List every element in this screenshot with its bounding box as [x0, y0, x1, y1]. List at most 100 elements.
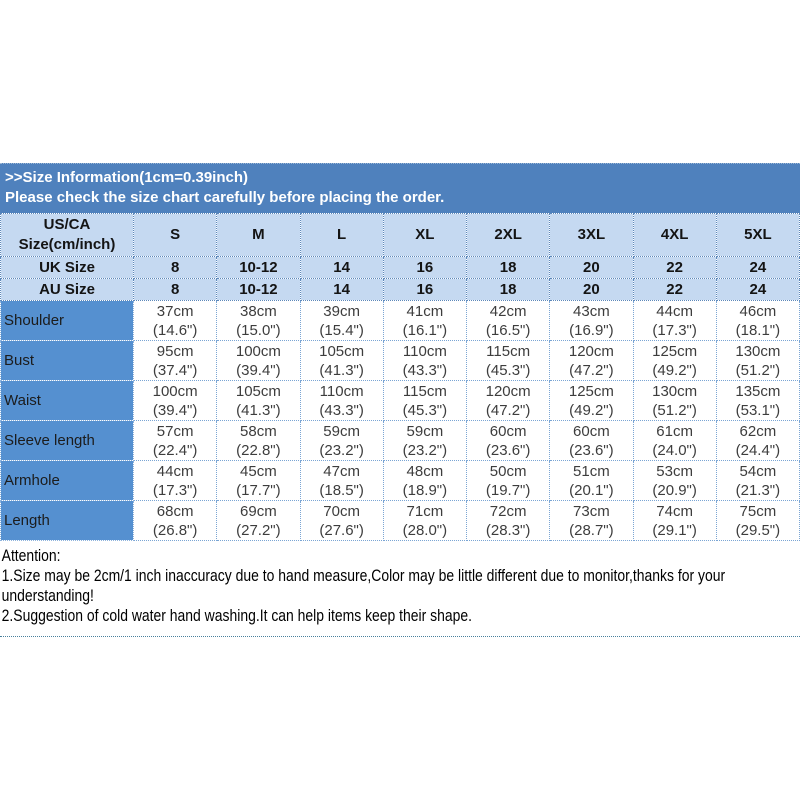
measurement-cell: 38cm (15.0") [216, 300, 301, 341]
measurement-cell: 39cm (15.4") [299, 300, 384, 341]
measurement-inch: (47.2") [485, 401, 531, 419]
region-row-label: UK Size [0, 256, 134, 279]
measurement-cell: 130cm (51.2") [632, 380, 717, 421]
measurement-inch: (37.4") [152, 361, 198, 379]
measurement-inch: (18.1") [735, 321, 781, 339]
measurement-label: Shoulder [0, 300, 134, 341]
top-whitespace [0, 0, 800, 163]
measurement-inch: (27.2") [236, 521, 281, 539]
measurement-inch: (23.6") [569, 441, 614, 459]
size-col-header: S [132, 213, 218, 257]
measurement-inch: (18.9") [402, 481, 448, 499]
measurement-cm: 130cm [735, 342, 781, 360]
measurement-cm: 75cm [739, 502, 777, 520]
measurement-cell: 61cm (24.0") [632, 420, 717, 461]
size-col-header: 5XL [715, 213, 800, 257]
region-size-cell: 16 [382, 256, 468, 279]
measurement-cm: 105cm [319, 342, 365, 360]
measurement-cell: 71cm (28.0") [382, 500, 468, 541]
measurement-cell: 130cm (51.2") [715, 340, 800, 381]
measurement-label: Armhole [0, 460, 134, 501]
measurement-cm: 70cm [323, 502, 360, 520]
measurement-cell: 48cm (18.9") [382, 460, 468, 501]
measurement-cell: 75cm (29.5") [715, 500, 800, 541]
measurement-cm: 100cm [152, 382, 198, 400]
measurement-cm: 72cm [489, 502, 527, 520]
measurement-cell: 41cm (16.1") [382, 300, 468, 341]
measurement-cell: 43cm (16.9") [549, 300, 634, 341]
measurement-inch: (16.5") [485, 321, 531, 339]
region-size-cell: 22 [632, 256, 717, 279]
measurement-cell: 68cm (26.8") [132, 500, 218, 541]
measurement-inch: (28.7") [569, 521, 614, 539]
region-size-cell: 10-12 [216, 256, 301, 279]
measurement-cm: 44cm [656, 302, 693, 320]
measurement-cm: 71cm [406, 502, 444, 520]
measurement-inch: (22.8") [236, 441, 281, 459]
measurement-cell: 120cm (47.2") [465, 380, 551, 421]
measurement-inch: (23.2") [402, 441, 448, 459]
measurement-cm: 44cm [156, 462, 194, 480]
measurement-inch: (20.1") [569, 481, 614, 499]
region-size-cell: 18 [465, 256, 551, 279]
measurement-cell: 100cm (39.4") [132, 380, 218, 421]
measurement-inch: (17.3") [652, 321, 697, 339]
measurement-inch: (39.4") [236, 361, 281, 379]
size-table: US/CA Size(cm/inch) S M L XL 2XL 3XL 4XL 5XL UK Si… [0, 213, 800, 541]
measurement-inch: (41.3") [319, 361, 364, 379]
measurement-cm: 68cm [156, 502, 194, 520]
measurement-cm: 110cm [402, 342, 447, 360]
size-header-row: US/CA Size(cm/inch) S M L XL 2XL 3XL 4XL 5XL [0, 213, 800, 257]
measurement-cell: 125cm (49.2") [549, 380, 634, 421]
measurement-inch: (43.3") [402, 361, 448, 379]
measurement-cell: 53cm (20.9") [632, 460, 717, 501]
header-subtitle: Please check the size chart carefully be… [5, 189, 445, 206]
region-size-cell: 8 [132, 278, 218, 301]
measurement-cm: 37cm [156, 302, 194, 320]
attention-block: Attention: 1.Size may be 2cm/1 inch inacc… [0, 546, 800, 626]
measurement-inch: (24.0") [652, 441, 697, 459]
measurement-inch: (21.3") [735, 481, 781, 499]
measurement-cell: 73cm (28.7") [549, 500, 634, 541]
measurement-cell: 59cm (23.2") [382, 420, 468, 461]
measurement-cell: 100cm (39.4") [216, 340, 301, 381]
corner-label-line2: Size(cm/inch) [18, 236, 116, 253]
measurement-cell: 44cm (17.3") [632, 300, 717, 341]
measurement-cm: 41cm [406, 302, 444, 320]
measurement-inch: (16.9") [569, 321, 614, 339]
measurement-cell: 125cm (49.2") [632, 340, 717, 381]
measurement-inch: (27.6") [319, 521, 364, 539]
measurement-inch: (45.3") [485, 361, 531, 379]
measurement-cm: 115cm [402, 382, 447, 400]
measurement-inch: (17.7") [236, 481, 281, 499]
measurement-cell: 57cm (22.4") [132, 420, 218, 461]
measurement-cm: 105cm [235, 382, 281, 400]
region-size-cell: 10-12 [216, 278, 301, 301]
measurement-cell: 110cm (43.3") [299, 380, 384, 421]
measurement-cm: 54cm [739, 462, 777, 480]
measurement-cm: 48cm [406, 462, 444, 480]
region-size-cell: 16 [382, 278, 468, 301]
measurement-cell: 115cm (45.3") [465, 340, 551, 381]
measurement-cm: 39cm [323, 302, 360, 320]
size-col-header: L [299, 213, 384, 257]
measurement-cell: 95cm (37.4") [132, 340, 218, 381]
region-size-cell: 24 [715, 256, 800, 279]
measurement-cm: 46cm [739, 302, 777, 320]
header-title: >>Size Information(1cm=0.39inch) [5, 169, 248, 186]
measurement-cm: 53cm [656, 462, 693, 480]
measurement-inch: (39.4") [152, 401, 198, 419]
measurement-cell: 105cm (41.3") [216, 380, 301, 421]
measurement-inch: (26.8") [152, 521, 198, 539]
measurement-cell: 44cm (17.3") [132, 460, 218, 501]
measurement-inch: (23.6") [485, 441, 531, 459]
header-band: >>Size Information(1cm=0.39inch) Please … [0, 163, 800, 213]
measurement-cm: 43cm [573, 302, 610, 320]
measurement-cm: 60cm [573, 422, 610, 440]
measurement-row-0: Shoulder 37cm (14.6") 38cm (15.0") 39cm (15.4"… [0, 300, 800, 341]
measurement-cm: 120cm [568, 342, 614, 360]
measurement-cm: 95cm [156, 342, 194, 360]
measurement-inch: (16.1") [402, 321, 448, 339]
measurement-inch: (28.3") [485, 521, 531, 539]
